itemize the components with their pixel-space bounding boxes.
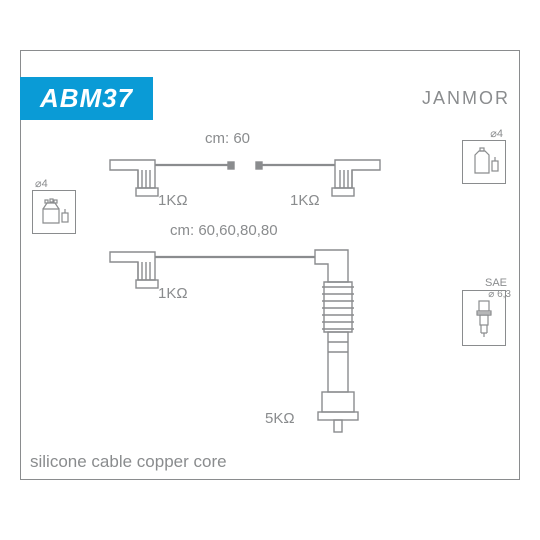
spark-plug-icon: SAE ⌀ 6,3 (462, 290, 506, 346)
left-diameter-label: ⌀4 (35, 177, 48, 190)
right2-diameter-label: ⌀ 6,3 (488, 289, 511, 300)
cable-diagram-area: cm: 60 1KΩ 1KΩ cm: 60,60,80,80 1KΩ 5KΩ (100, 130, 390, 440)
cable1-drawing (100, 140, 390, 220)
distributor-cap-icon: ⌀4 (32, 190, 76, 234)
brand-label: JANMOR (422, 88, 510, 109)
cable2-drawing (100, 232, 390, 442)
right2-sae-label: SAE (485, 277, 507, 289)
footer-text: silicone cable copper core (30, 452, 227, 472)
product-code-badge: ABM37 (20, 77, 153, 120)
coil-icon: ⌀4 (462, 140, 506, 184)
right1-diameter-label: ⌀4 (490, 127, 503, 140)
